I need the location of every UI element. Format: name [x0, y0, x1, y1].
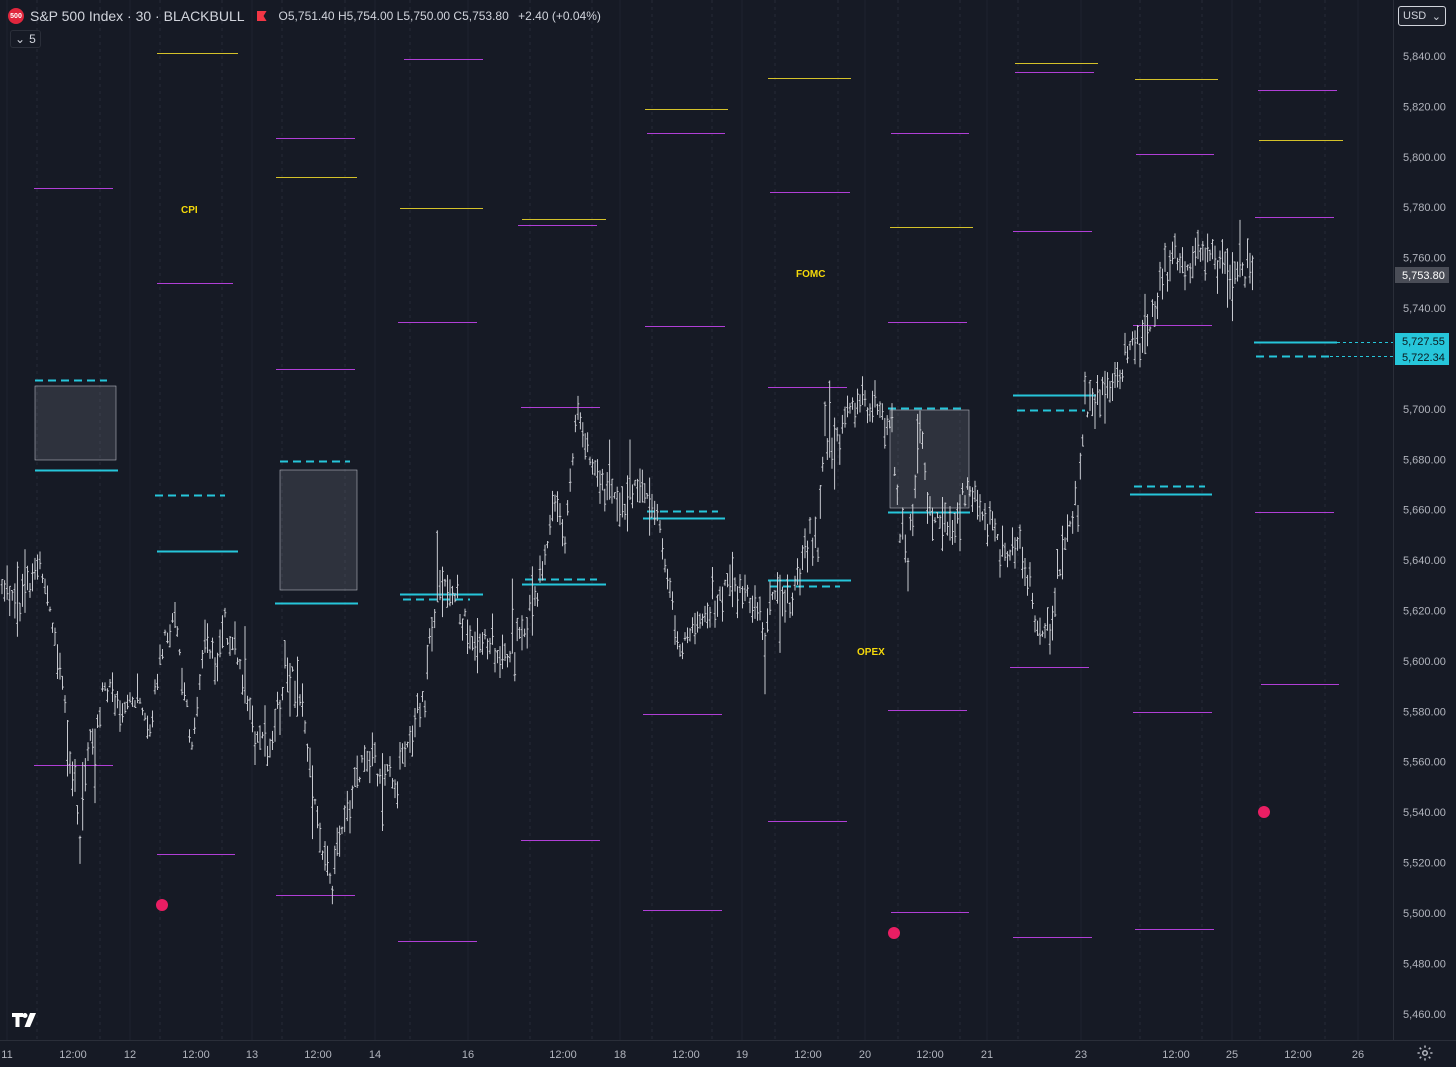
cyan-price-tag-2-bg	[1395, 349, 1449, 365]
low-value: L5,750.00	[396, 9, 451, 23]
price-axis-label: 5,820.00	[1403, 101, 1446, 113]
event-label-cpi: CPI	[181, 205, 198, 216]
chart-grid	[6, 0, 1359, 1040]
price-axis-label: 5,480.00	[1403, 958, 1446, 970]
price-axis-label: 5,640.00	[1403, 555, 1446, 567]
symbol-header: 500 S&P 500 Index · 30 · BLACKBULL O5,75…	[8, 6, 601, 26]
level-lines	[34, 53, 1393, 942]
chevron-down-icon: ⌄	[15, 32, 26, 46]
time-axis-label: 25	[1226, 1049, 1238, 1061]
candles	[0, 219, 1254, 905]
time-axis-label: 16	[462, 1049, 474, 1061]
range-boxes	[34, 385, 970, 591]
price-axis-label: 5,520.00	[1403, 858, 1446, 870]
price-axis-label: 5,760.00	[1403, 253, 1446, 265]
symbol-title[interactable]: S&P 500 Index · 30 · BLACKBULL	[30, 8, 245, 24]
event-dot	[1258, 806, 1270, 818]
cyan-price-tag-1-bg	[1395, 333, 1449, 349]
price-axis[interactable]: 5,840.00 5,820.00 5,800.00 5,780.00 5,760.00…	[1393, 0, 1456, 1040]
ohlc-readout: O5,751.40 H5,754.00 L5,750.00 C5,753.80 …	[279, 9, 601, 23]
close-value: C5,753.80	[453, 9, 509, 23]
price-chart[interactable]: CPI FOMC OPEX	[0, 0, 1393, 1040]
time-axis-label: 12:00	[916, 1049, 944, 1061]
time-axis-label: 12:00	[672, 1049, 700, 1061]
cyan-price-tag-1: 5,727.55	[1402, 336, 1445, 348]
symbol-logo-icon: 500	[8, 8, 24, 24]
price-axis-label: 5,460.00	[1403, 1009, 1446, 1021]
time-axis-label: 19	[736, 1049, 748, 1061]
time-axis-label: 12:00	[182, 1049, 210, 1061]
time-axis-label: 12:00	[304, 1049, 332, 1061]
indicator-toggle[interactable]: ⌄ 5	[10, 30, 41, 48]
time-axis-label: 20	[859, 1049, 871, 1061]
open-value: O5,751.40	[278, 9, 335, 23]
currency-label: USD	[1403, 10, 1427, 22]
time-axis[interactable]: 11 12:00 12 12:00 13 12:00 14 16 12:00 18 12:00 19 1…	[0, 1040, 1456, 1067]
event-dots	[156, 806, 1270, 939]
time-axis-label: 12:00	[59, 1049, 87, 1061]
range-box	[34, 385, 117, 461]
time-axis-label: 18	[614, 1049, 626, 1061]
price-axis-label: 5,680.00	[1403, 454, 1446, 466]
event-dot	[888, 927, 900, 939]
time-axis-label: 14	[369, 1049, 381, 1061]
price-axis-label: 5,840.00	[1403, 51, 1446, 63]
gear-icon[interactable]	[1416, 1044, 1434, 1062]
price-axis-label: 5,740.00	[1403, 303, 1446, 315]
time-axis-label: 21	[981, 1049, 993, 1061]
last-price-tag: 5,753.80	[1402, 270, 1445, 282]
price-axis-label: 5,560.00	[1403, 757, 1446, 769]
price-axis-label: 5,800.00	[1403, 152, 1446, 164]
high-value: H5,754.00	[337, 9, 394, 23]
cyan-price-tag-2: 5,722.34	[1402, 352, 1445, 364]
event-dot	[156, 899, 168, 911]
tradingview-logo-icon[interactable]	[12, 1013, 42, 1027]
event-labels: CPI FOMC OPEX	[181, 205, 885, 658]
range-box	[889, 409, 970, 509]
time-axis-label: 13	[246, 1049, 258, 1061]
range-box	[279, 469, 358, 591]
change-value: +2.40 (+0.04%)	[518, 9, 601, 23]
price-axis-label: 5,580.00	[1403, 706, 1446, 718]
time-axis-label: 12:00	[794, 1049, 822, 1061]
event-label-fomc: FOMC	[796, 269, 825, 280]
indicator-count: 5	[29, 32, 36, 46]
price-axis-label: 5,600.00	[1403, 656, 1446, 668]
time-axis-label: 11	[1, 1049, 12, 1061]
time-axis-label: 12:00	[1284, 1049, 1312, 1061]
last-price-tag-bg	[1395, 267, 1449, 283]
event-label-opex: OPEX	[857, 647, 885, 658]
flag-icon[interactable]	[256, 11, 267, 21]
time-axis-label: 23	[1075, 1049, 1087, 1061]
price-axis-label: 5,500.00	[1403, 908, 1446, 920]
price-axis-label: 5,540.00	[1403, 807, 1446, 819]
time-axis-label: 12	[124, 1049, 136, 1061]
price-axis-label: 5,620.00	[1403, 606, 1446, 618]
time-axis-label: 12:00	[1162, 1049, 1190, 1061]
time-axis-label: 12:00	[549, 1049, 577, 1061]
price-axis-label: 5,700.00	[1403, 404, 1446, 416]
time-axis-label: 26	[1352, 1049, 1364, 1061]
price-axis-label: 5,660.00	[1403, 505, 1446, 517]
price-axis-label: 5,780.00	[1403, 202, 1446, 214]
currency-select[interactable]: USD ⌄	[1398, 6, 1446, 26]
chevron-down-icon: ⌄	[1431, 10, 1441, 23]
